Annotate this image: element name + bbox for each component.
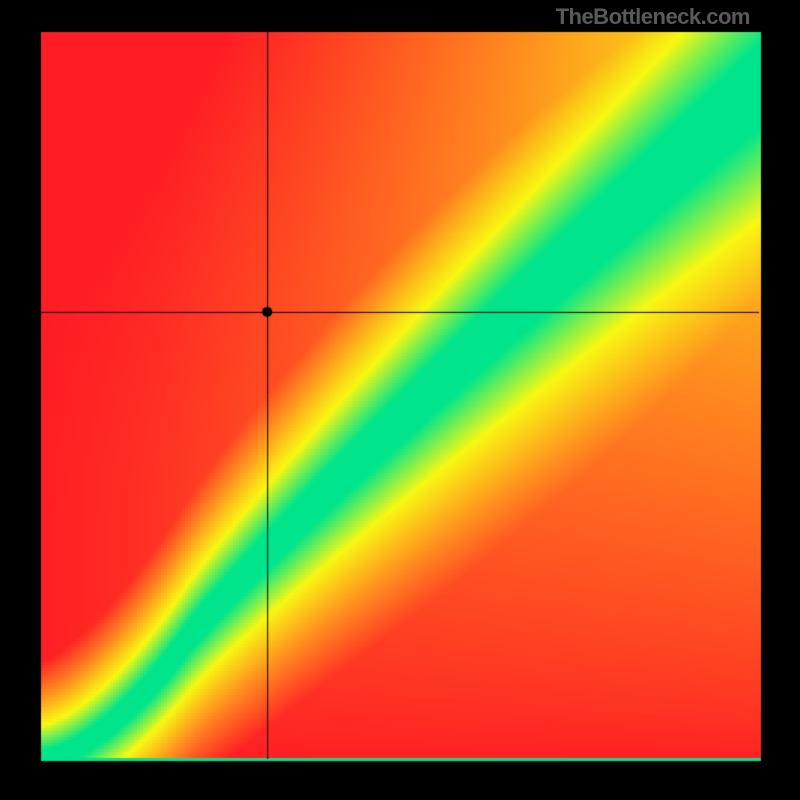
watermark-text: TheBottleneck.com	[556, 4, 750, 30]
bottleneck-heatmap	[0, 0, 800, 800]
